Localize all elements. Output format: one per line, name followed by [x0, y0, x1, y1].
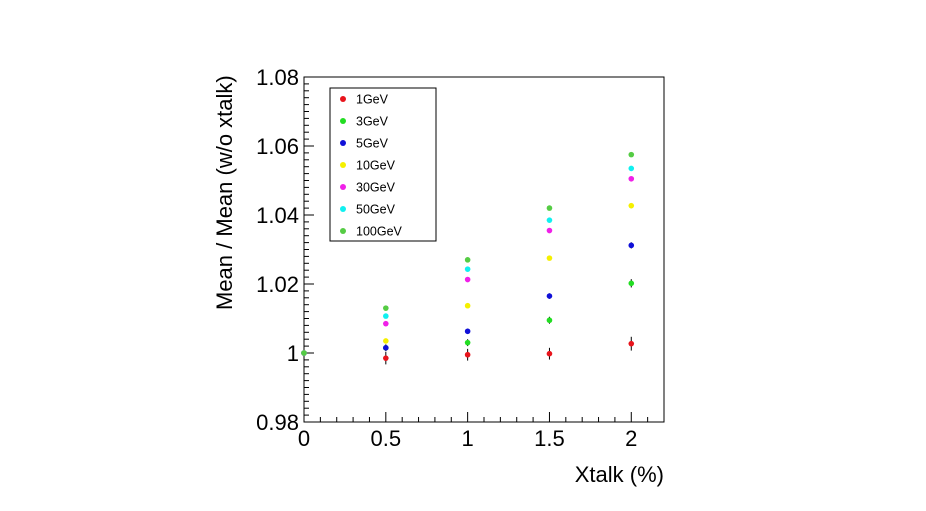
x-tick-label: 1.5: [534, 426, 565, 451]
x-tick-label: 1: [462, 426, 474, 451]
x-tick-label: 2: [625, 426, 637, 451]
y-tick-label: 1.04: [256, 203, 299, 228]
data-point: [464, 351, 471, 358]
data-point: [546, 227, 553, 234]
legend-marker: [340, 96, 346, 102]
data-point: [546, 255, 553, 261]
data-point: [628, 165, 635, 172]
y-tick-label: 1.02: [256, 272, 299, 297]
x-tick-labels: 0 0.5 1 1.5 2: [298, 426, 638, 451]
legend-label: 50GeV: [356, 203, 396, 217]
legend-label: 10GeV: [356, 159, 396, 173]
legend-marker: [340, 228, 346, 234]
legend-label: 100GeV: [356, 225, 403, 239]
data-point: [546, 205, 553, 211]
y-tick-label: 1.08: [256, 65, 299, 90]
data-point: [546, 350, 553, 357]
legend-marker: [340, 162, 346, 168]
y-tick-label: 1.06: [256, 134, 299, 159]
y-axis-title: Mean / Mean (w/o xtalk): [212, 75, 237, 310]
legend-marker: [340, 184, 346, 190]
x-axis-title: Xtalk (%): [575, 462, 664, 487]
data-point: [546, 317, 553, 324]
data-point: [383, 355, 389, 361]
data-points: [301, 151, 635, 365]
x-tick-label: 0.5: [371, 426, 402, 451]
data-point: [628, 202, 635, 209]
y-tick-label: 1: [287, 341, 299, 366]
y-tick-label: 0.98: [256, 410, 299, 435]
data-point: [464, 328, 471, 335]
legend-marker: [340, 118, 346, 124]
legend-marker: [340, 140, 346, 146]
legend-label: 1GeV: [356, 93, 389, 107]
legend-label: 30GeV: [356, 181, 396, 195]
data-point: [383, 338, 389, 344]
data-point: [383, 313, 389, 319]
data-point: [628, 175, 635, 182]
data-point: [383, 305, 389, 311]
data-point: [628, 242, 635, 249]
legend-marker: [340, 206, 346, 212]
data-point: [464, 339, 471, 346]
data-point: [383, 345, 389, 351]
data-point: [464, 257, 471, 263]
data-point: [546, 293, 553, 299]
legend-label: 5GeV: [356, 137, 389, 151]
legend-box: [329, 87, 437, 242]
data-point: [301, 350, 307, 356]
legend: 1GeV 3GeV 5GeV 10GeV 30GeV 50GeV 100GeV: [329, 87, 437, 242]
data-point: [628, 280, 635, 287]
data-point: [464, 276, 471, 283]
data-point: [464, 302, 471, 309]
data-point: [628, 340, 635, 347]
data-point: [464, 266, 471, 272]
axis-ticks: [303, 76, 665, 423]
data-point: [546, 217, 553, 223]
y-tick-labels: 0.98 1 1.02 1.04 1.06 1.08: [256, 65, 299, 435]
legend-label: 3GeV: [356, 115, 389, 129]
data-point: [383, 320, 389, 327]
x-tick-label: 0: [298, 426, 310, 451]
data-point: [628, 151, 635, 158]
